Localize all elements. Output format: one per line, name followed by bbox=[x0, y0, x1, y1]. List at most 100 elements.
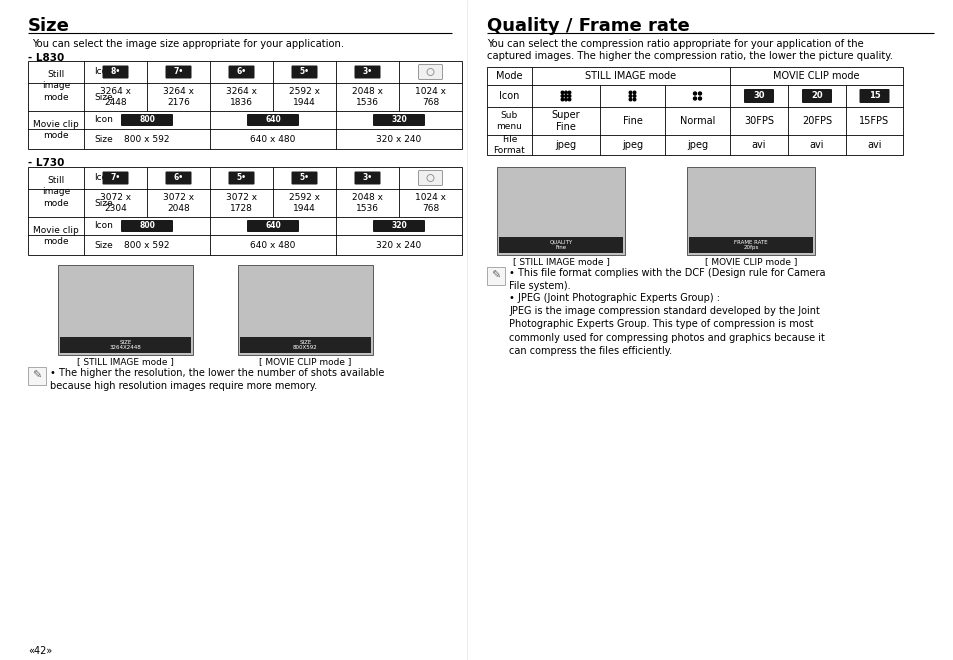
FancyBboxPatch shape bbox=[102, 65, 129, 79]
Text: Movie clip
mode: Movie clip mode bbox=[33, 120, 79, 140]
Circle shape bbox=[633, 91, 635, 94]
Text: File
Format: File Format bbox=[493, 135, 525, 155]
FancyBboxPatch shape bbox=[373, 220, 424, 232]
Text: 3•: 3• bbox=[362, 67, 373, 77]
Text: • JPEG (Joint Photographic Experts Group) :
JPEG is the image compression standa: • JPEG (Joint Photographic Experts Group… bbox=[509, 293, 824, 356]
Circle shape bbox=[693, 92, 696, 95]
Text: [ STILL IMAGE mode ]: [ STILL IMAGE mode ] bbox=[512, 257, 609, 267]
Text: [ MOVIE CLIP mode ]: [ MOVIE CLIP mode ] bbox=[704, 257, 797, 267]
Text: 1024 x
768: 1024 x 768 bbox=[415, 193, 446, 213]
Text: «42»: «42» bbox=[28, 646, 52, 656]
FancyBboxPatch shape bbox=[229, 172, 254, 185]
Text: QUALITY
Fine: QUALITY Fine bbox=[549, 240, 572, 250]
FancyBboxPatch shape bbox=[292, 172, 317, 185]
Text: 3264 x
1836: 3264 x 1836 bbox=[226, 87, 256, 107]
Circle shape bbox=[568, 91, 570, 94]
FancyBboxPatch shape bbox=[418, 170, 442, 185]
Text: Icon: Icon bbox=[94, 222, 112, 230]
Polygon shape bbox=[498, 237, 622, 253]
FancyBboxPatch shape bbox=[801, 89, 831, 103]
Circle shape bbox=[564, 98, 567, 101]
Circle shape bbox=[568, 98, 570, 101]
Text: MOVIE CLIP mode: MOVIE CLIP mode bbox=[773, 71, 859, 81]
Circle shape bbox=[693, 97, 696, 100]
Text: 3264 x
2448: 3264 x 2448 bbox=[100, 87, 131, 107]
Circle shape bbox=[564, 91, 567, 94]
Text: 800: 800 bbox=[139, 115, 154, 125]
Text: Mode: Mode bbox=[496, 71, 522, 81]
Text: 8•: 8• bbox=[111, 67, 120, 77]
Polygon shape bbox=[486, 67, 902, 155]
Text: 320 x 240: 320 x 240 bbox=[376, 135, 421, 143]
Polygon shape bbox=[237, 265, 373, 355]
Text: 640 x 480: 640 x 480 bbox=[250, 135, 295, 143]
FancyBboxPatch shape bbox=[859, 89, 888, 103]
Text: 320 x 240: 320 x 240 bbox=[376, 240, 421, 249]
Text: ✎: ✎ bbox=[491, 271, 500, 281]
Polygon shape bbox=[28, 61, 461, 149]
Text: • This file format complies with the DCF (Design rule for Camera
File system).: • This file format complies with the DCF… bbox=[509, 268, 824, 291]
Text: Size: Size bbox=[94, 135, 112, 143]
FancyBboxPatch shape bbox=[102, 172, 129, 185]
FancyBboxPatch shape bbox=[229, 65, 254, 79]
Text: 15: 15 bbox=[868, 92, 880, 100]
Text: Quality / Frame rate: Quality / Frame rate bbox=[486, 17, 689, 35]
Text: Icon: Icon bbox=[94, 115, 112, 125]
Text: ✎: ✎ bbox=[32, 371, 42, 381]
FancyBboxPatch shape bbox=[247, 114, 298, 126]
Text: 30FPS: 30FPS bbox=[743, 116, 773, 126]
Text: avi: avi bbox=[866, 140, 881, 150]
Text: avi: avi bbox=[809, 140, 823, 150]
Text: Size: Size bbox=[94, 240, 112, 249]
Polygon shape bbox=[486, 267, 504, 285]
Text: jpeg: jpeg bbox=[621, 140, 642, 150]
Text: 3•: 3• bbox=[362, 174, 373, 183]
Polygon shape bbox=[60, 337, 191, 353]
Text: 6•: 6• bbox=[173, 174, 183, 183]
Circle shape bbox=[633, 94, 635, 97]
Circle shape bbox=[568, 94, 570, 97]
Circle shape bbox=[564, 94, 567, 97]
Text: Still
image
mode: Still image mode bbox=[42, 176, 71, 208]
FancyBboxPatch shape bbox=[121, 220, 172, 232]
Text: 3264 x
2176: 3264 x 2176 bbox=[163, 87, 193, 107]
Text: SIZE
800X592: SIZE 800X592 bbox=[293, 340, 317, 350]
Polygon shape bbox=[497, 167, 624, 255]
Text: Icon: Icon bbox=[498, 91, 519, 101]
Text: 7•: 7• bbox=[111, 174, 120, 183]
Text: Size: Size bbox=[94, 92, 112, 102]
FancyBboxPatch shape bbox=[355, 172, 380, 185]
Text: 5•: 5• bbox=[299, 67, 309, 77]
Text: STILL IMAGE mode: STILL IMAGE mode bbox=[585, 71, 676, 81]
Circle shape bbox=[633, 98, 635, 101]
Circle shape bbox=[698, 92, 700, 95]
Circle shape bbox=[698, 97, 700, 100]
Polygon shape bbox=[240, 337, 371, 353]
Text: FRAME RATE
20fps: FRAME RATE 20fps bbox=[734, 240, 767, 250]
Text: 20: 20 bbox=[810, 92, 821, 100]
Text: Super
Fine: Super Fine bbox=[551, 110, 579, 132]
FancyBboxPatch shape bbox=[121, 114, 172, 126]
Text: jpeg: jpeg bbox=[555, 140, 576, 150]
Text: 5•: 5• bbox=[299, 174, 309, 183]
Text: 5•: 5• bbox=[236, 174, 246, 183]
Text: 6•: 6• bbox=[236, 67, 246, 77]
Circle shape bbox=[560, 94, 563, 97]
Text: Size: Size bbox=[94, 199, 112, 207]
FancyBboxPatch shape bbox=[247, 220, 298, 232]
Text: 3072 x
2304: 3072 x 2304 bbox=[100, 193, 131, 213]
Text: Movie clip
mode: Movie clip mode bbox=[33, 226, 79, 246]
Text: SIZE
3264X2448: SIZE 3264X2448 bbox=[110, 340, 141, 350]
Text: 640: 640 bbox=[265, 222, 280, 230]
Text: 640 x 480: 640 x 480 bbox=[250, 240, 295, 249]
Text: Sub
menu: Sub menu bbox=[497, 111, 522, 131]
FancyBboxPatch shape bbox=[292, 65, 317, 79]
Text: 320: 320 bbox=[391, 115, 406, 125]
Text: Fine: Fine bbox=[622, 116, 641, 126]
Text: 640: 640 bbox=[265, 115, 280, 125]
Text: You can select the image size appropriate for your application.: You can select the image size appropriat… bbox=[32, 39, 344, 49]
Text: 3072 x
1728: 3072 x 1728 bbox=[226, 193, 256, 213]
Text: [ MOVIE CLIP mode ]: [ MOVIE CLIP mode ] bbox=[259, 358, 352, 366]
Polygon shape bbox=[58, 265, 193, 355]
Text: 800 x 592: 800 x 592 bbox=[124, 240, 170, 249]
